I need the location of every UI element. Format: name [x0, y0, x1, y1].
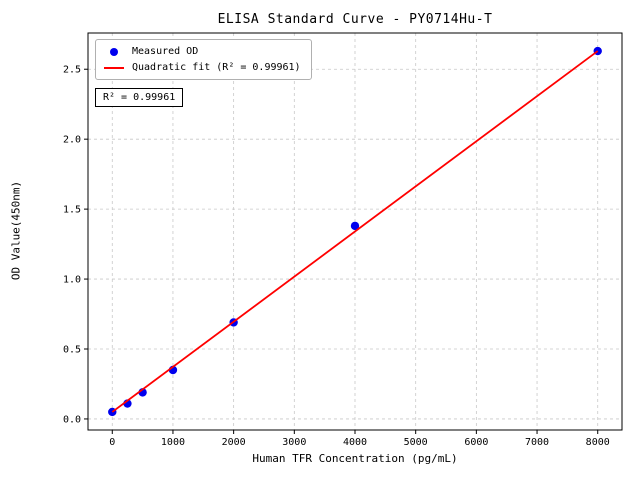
x-tick-label: 0: [109, 437, 115, 448]
x-tick-label: 2000: [222, 437, 246, 448]
data-point: [350, 221, 360, 231]
y-tick-label: 2.0: [63, 135, 81, 146]
y-tick-label: 0.0: [63, 414, 81, 425]
fit-line-marker-icon: [104, 66, 124, 69]
legend: Measured OD Quadratic fit (R² = 0.99961): [95, 39, 312, 80]
chart-title: ELISA Standard Curve - PY0714Hu-T: [217, 12, 493, 27]
measured-od-marker-icon: [110, 47, 118, 56]
fit-line: [111, 50, 599, 413]
x-tick-label: 4000: [343, 437, 367, 448]
y-tick-label: 1.0: [63, 275, 81, 286]
x-axis-label: Human TFR Concentration (pg/mL): [252, 452, 458, 465]
legend-label-measured: Measured OD: [132, 46, 199, 57]
x-tick-label: 6000: [464, 437, 488, 448]
y-tick-label: 2.5: [63, 65, 81, 76]
x-tick-label: 3000: [282, 437, 306, 448]
y-tick-label: 0.5: [63, 345, 81, 356]
y-tick-label: 1.5: [63, 205, 81, 216]
r-squared-annotation: R² = 0.99961: [95, 88, 184, 107]
x-tick-label: 5000: [404, 437, 428, 448]
x-tick-label: 8000: [586, 437, 610, 448]
x-tick-label: 1000: [161, 437, 185, 448]
y-axis-label: OD Value(450nm): [9, 180, 23, 281]
legend-item-fit: Quadratic fit (R² = 0.99961): [104, 62, 301, 73]
legend-label-fit: Quadratic fit (R² = 0.99961): [132, 62, 301, 73]
x-tick-label: 7000: [525, 437, 549, 448]
legend-item-measured: Measured OD: [104, 46, 301, 57]
